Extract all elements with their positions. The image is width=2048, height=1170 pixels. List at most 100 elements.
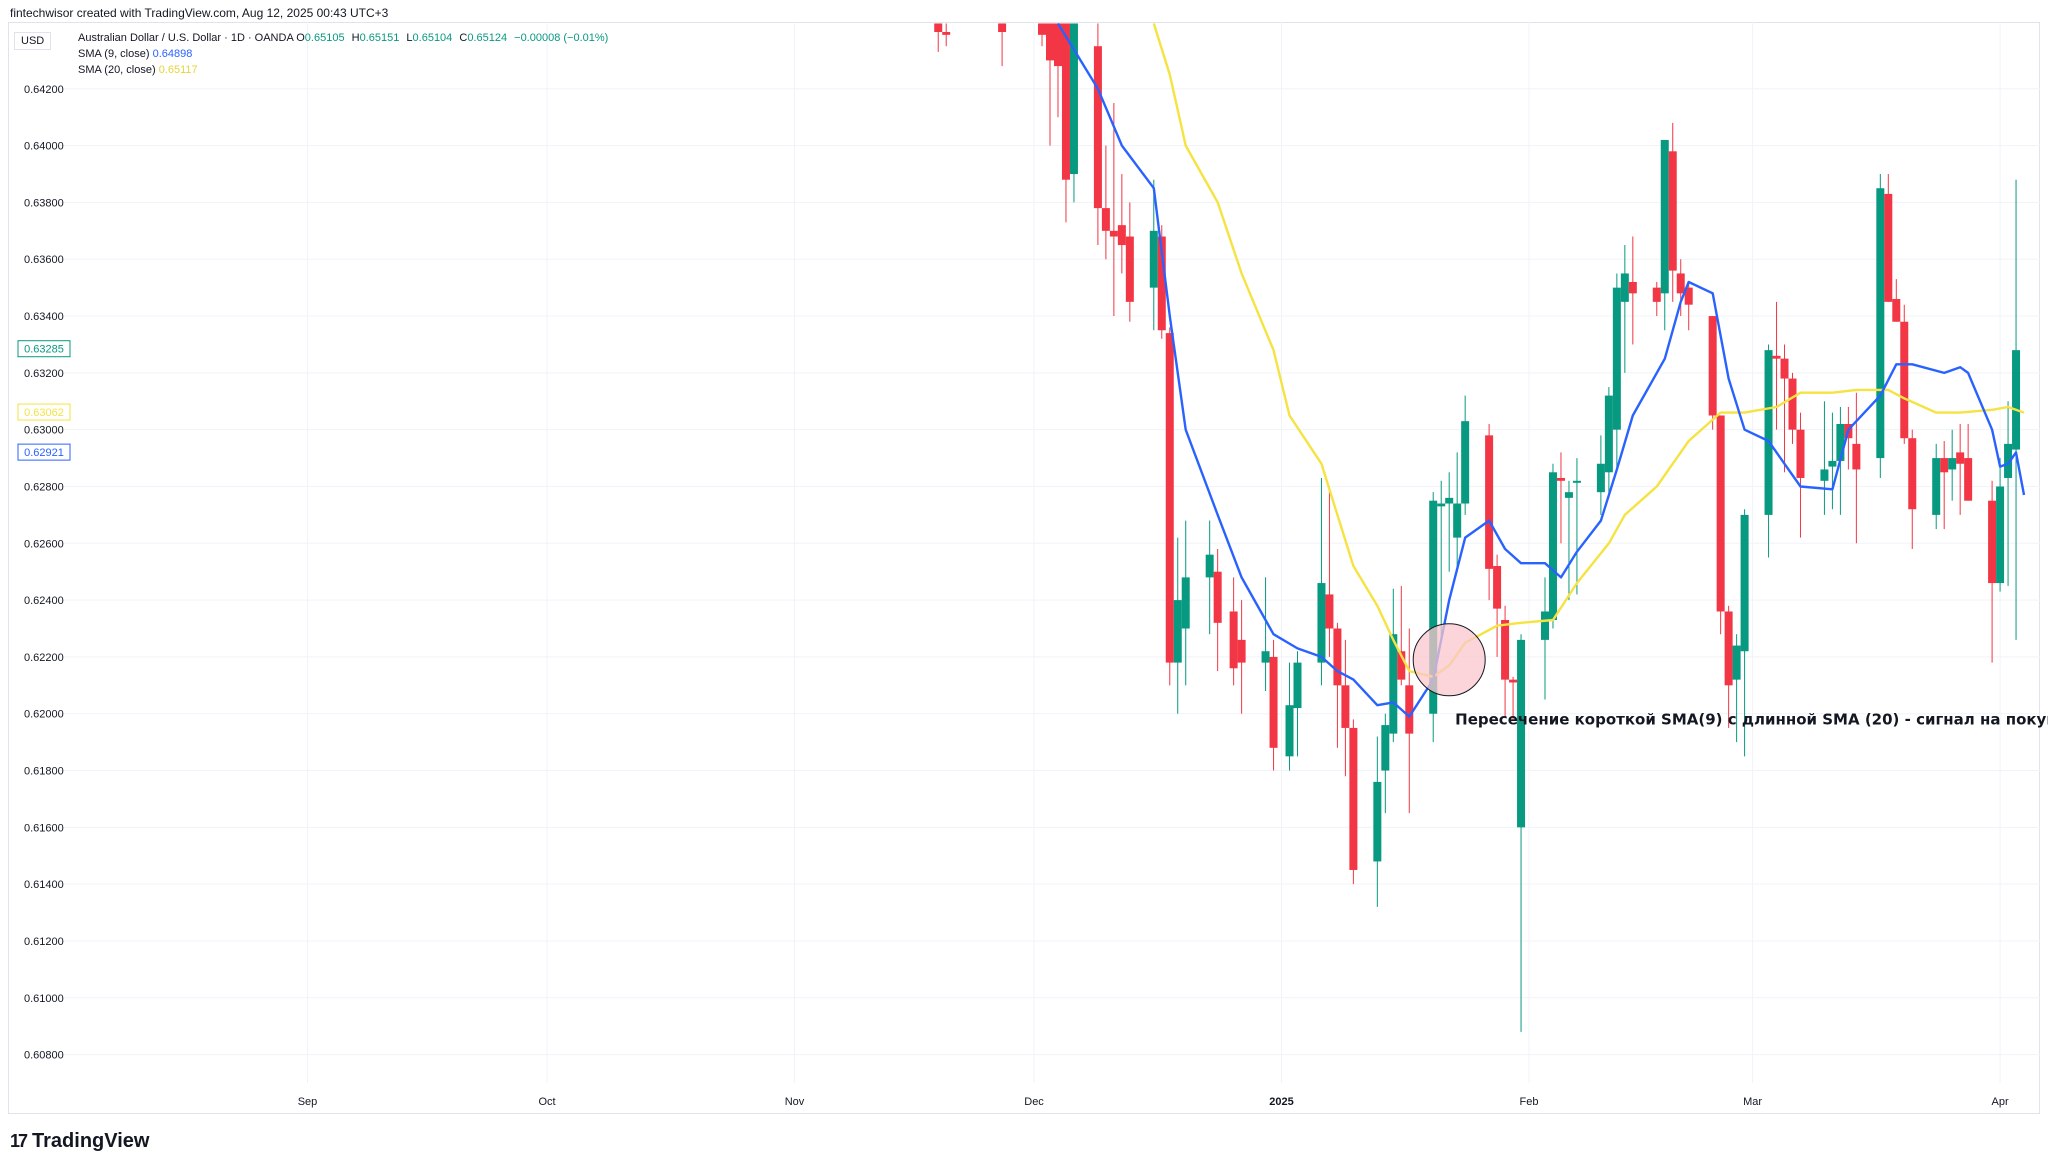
symbol-legend[interactable]: Australian Dollar / U.S. Dollar · 1D · O…: [78, 32, 612, 44]
currency-button[interactable]: USD: [14, 32, 52, 50]
y-tick-label: 0.62400: [24, 595, 64, 607]
candle-body: [1109, 230, 1118, 237]
candle-body: [1548, 472, 1557, 620]
candle-body: [1389, 634, 1398, 734]
candle-body: [1485, 435, 1494, 569]
candle-body: [1349, 727, 1358, 870]
candle-body: [1836, 423, 1845, 461]
candle-body: [1373, 781, 1382, 862]
y-tick-label: 0.62000: [24, 709, 64, 721]
candle-body: [1509, 679, 1518, 683]
price-axis[interactable]: 0.64200 0.64000 0.63800 0.63600 0.63400 0.632…: [24, 84, 64, 1062]
y-tick-label: 0.63400: [24, 311, 64, 323]
candle-body: [1988, 500, 1997, 584]
candle-body: [2004, 443, 2013, 478]
candle-body: [1940, 458, 1949, 473]
candle-body: [934, 23, 943, 32]
y-tick-label: 0.62200: [24, 652, 64, 664]
candle-body: [1740, 514, 1749, 652]
x-tick-label: Dec: [1024, 1096, 1044, 1108]
x-tick-label: 2025: [1269, 1096, 1293, 1108]
candle-body: [1038, 23, 1047, 35]
sma20-line: [1152, 23, 2025, 678]
chart-pane[interactable]: [8, 22, 2040, 1114]
candle-body: [1117, 225, 1126, 246]
candle-body: [1828, 460, 1837, 467]
y-tick-label: 0.64000: [24, 141, 64, 153]
candle-body: [1213, 571, 1222, 623]
sma20-label: SMA (20, close): [78, 64, 156, 76]
annotation-text: Пересечение короткой SMA(9) с длинной SM…: [1455, 710, 2048, 728]
candle-body: [1684, 287, 1693, 305]
candle-body: [1956, 452, 1965, 464]
x-tick-label: Feb: [1520, 1096, 1539, 1108]
candle-body: [1501, 619, 1510, 680]
candle-body: [1796, 429, 1805, 478]
price-labels: 0.63285 0.63062 0.62921: [17, 340, 71, 461]
candles-layer: [934, 23, 2021, 1032]
high-value: 0.65151: [359, 32, 400, 44]
crossover-circle: [1412, 623, 1486, 697]
candle-body: [998, 23, 1007, 32]
y-tick-label: 0.61200: [24, 936, 64, 948]
candle-body: [1996, 486, 2005, 584]
candle-body: [1556, 477, 1565, 481]
candle-body: [1061, 23, 1070, 180]
high-label: H: [351, 32, 360, 44]
price-label-box: [17, 340, 71, 358]
candle-body: [2012, 350, 2021, 450]
candle-body: [1900, 321, 1909, 439]
candle-body: [1445, 497, 1454, 504]
candle-body: [1620, 273, 1629, 302]
y-tick-label: 0.60800: [24, 1050, 64, 1062]
sma9-line: [1056, 22, 2026, 718]
candle-body: [1437, 503, 1446, 507]
candle-body: [1764, 350, 1773, 515]
candle-body: [1948, 458, 1957, 470]
candle-body: [1596, 463, 1605, 493]
close-value: 0.65124: [467, 32, 508, 44]
candle-body: [1876, 188, 1885, 459]
sma-lines: [1056, 22, 2026, 718]
x-tick-label: Mar: [1743, 1096, 1762, 1108]
candle-body: [1397, 651, 1406, 680]
x-tick-label: Sep: [298, 1096, 318, 1108]
candle-body: [1046, 23, 1054, 61]
y-tick-label: 0.62800: [24, 481, 64, 493]
candle-body: [1333, 628, 1342, 686]
candle-body: [1317, 583, 1326, 663]
sma20-legend[interactable]: SMA (20, close) 0.65117: [78, 64, 198, 76]
candle-body: [1093, 46, 1102, 209]
y-tick-label: 0.63600: [24, 254, 64, 266]
candle-body: [1429, 500, 1438, 714]
candle-body: [1285, 705, 1294, 757]
candle-body: [1884, 193, 1893, 302]
low-label: L: [406, 32, 413, 44]
candle-body: [1053, 23, 1062, 67]
candle-body: [1125, 236, 1134, 302]
candle-body: [1181, 577, 1190, 629]
candle-body: [1493, 566, 1502, 609]
candle-body: [1341, 685, 1350, 728]
created-by-line: fintechwisor created with TradingView.co…: [10, 6, 389, 20]
x-tick-label: Apr: [1992, 1096, 2009, 1108]
candle-body: [1564, 492, 1573, 498]
sma9-legend[interactable]: SMA (9, close) 0.64898: [78, 48, 192, 60]
sma9-value: 0.64898: [152, 48, 193, 60]
candle-body: [1453, 503, 1462, 538]
x-tick-label: Oct: [538, 1096, 555, 1108]
tradingview-logo[interactable]: 17 TradingView: [10, 1130, 149, 1153]
candle-body: [1229, 611, 1238, 669]
low-value: 0.65104: [412, 32, 453, 44]
tradingview-logo-icon: 17: [10, 1131, 28, 1151]
candle-body: [1237, 639, 1246, 663]
candle-body: [1604, 395, 1613, 473]
y-tick-label: 0.61800: [24, 766, 64, 778]
candle-body: [1149, 230, 1158, 288]
y-tick-label: 0.64200: [24, 84, 64, 96]
candle-body: [1612, 287, 1621, 430]
time-axis[interactable]: Sep Oct Nov Dec 2025 Feb Mar Apr: [298, 1096, 2009, 1108]
symbol-name: Australian Dollar / U.S. Dollar · 1D · O…: [78, 32, 294, 44]
price-label-box: [17, 403, 71, 421]
